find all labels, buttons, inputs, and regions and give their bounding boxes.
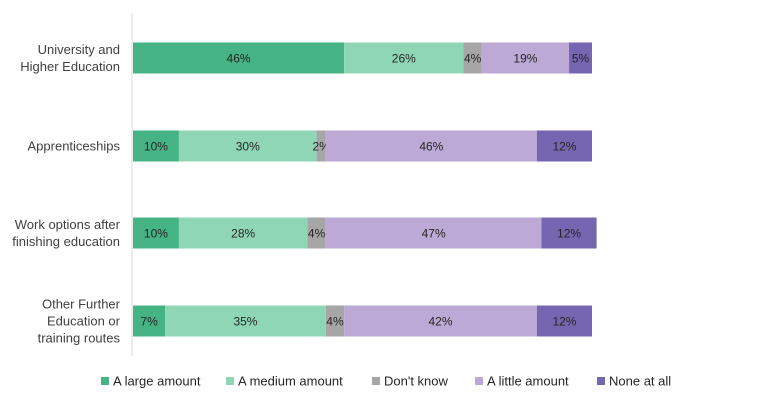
- bar-segment-a-medium-amount: [178, 130, 317, 162]
- legend-swatch-a-little-amount: [475, 377, 483, 385]
- bar-segment-a-large-amount: [133, 42, 345, 74]
- category-label-line: training routes: [38, 331, 121, 346]
- legend-swatch-none-at-all: [597, 377, 605, 385]
- data-label: 4%: [326, 315, 344, 329]
- category-label-line: Other Further: [42, 297, 121, 312]
- data-label: 12%: [552, 140, 576, 154]
- data-label: 35%: [233, 315, 257, 329]
- category-label-line: Work options after: [15, 217, 121, 232]
- bar-segment-none-at-all: [569, 42, 592, 74]
- legend-swatch-a-medium-amount: [226, 377, 234, 385]
- bar-segment-a-little-amount: [344, 305, 537, 337]
- data-label: 12%: [557, 227, 581, 241]
- category-labels: University and Higher Education Apprentice…: [12, 42, 120, 346]
- category-label: University and Higher Education: [20, 42, 120, 74]
- category-label: Work options after finishing education: [12, 217, 120, 249]
- data-label: 46%: [227, 52, 251, 66]
- legend-label-a-medium-amount: A medium amount: [238, 374, 343, 389]
- data-label: 4%: [308, 227, 326, 241]
- bar-segment-none-at-all: [536, 305, 592, 337]
- data-label: 10%: [144, 227, 168, 241]
- data-label: 7%: [140, 315, 158, 329]
- bar-segment-don-t-know: [325, 305, 345, 337]
- data-label: 10%: [144, 140, 168, 154]
- category-label-line: Apprenticeships: [28, 139, 121, 154]
- data-label: 28%: [231, 227, 255, 241]
- legend-label-a-large-amount: A large amount: [113, 374, 201, 389]
- data-label: 46%: [419, 140, 443, 154]
- bars: 46% 26% 4% 19% 5% 10% 30% 2% 46% 12% 10% 28% 4% 47% 12…: [133, 42, 597, 337]
- legend-label-a-little-amount: A little amount: [487, 374, 569, 389]
- category-label-line: Higher Education: [20, 59, 120, 74]
- legend-swatch-don-t-know: [372, 377, 380, 385]
- data-label: 5%: [572, 52, 590, 66]
- legend-swatch-a-large-amount: [101, 377, 109, 385]
- data-label: 47%: [422, 227, 446, 241]
- data-label: 2%: [313, 140, 331, 154]
- bar-segment-none-at-all: [541, 217, 597, 249]
- category-label-line: Education or: [47, 314, 121, 329]
- category-label-line: University and: [38, 42, 120, 57]
- bar-segment-don-t-know: [307, 217, 326, 249]
- legend-label-none-at-all: None at all: [609, 374, 671, 389]
- data-label: 4%: [464, 52, 482, 66]
- bar-segment-a-little-amount: [481, 42, 570, 74]
- category-label: Other Further Education or training routes: [38, 297, 121, 346]
- bar-segment-a-little-amount: [325, 217, 542, 249]
- bar-segment-don-t-know: [463, 42, 482, 74]
- bar-segment-a-large-amount: [133, 305, 166, 337]
- legend: A large amount A medium amount Don't know A…: [101, 374, 671, 389]
- bar-segment-none-at-all: [536, 130, 592, 162]
- legend-label-don-t-know: Don't know: [384, 374, 449, 389]
- data-label: 26%: [392, 52, 416, 66]
- bar-segment-don-t-know: [316, 130, 326, 162]
- bar-segment-a-medium-amount: [344, 42, 464, 74]
- category-label: Apprenticeships: [28, 139, 121, 154]
- bar-segment-a-medium-amount: [165, 305, 326, 337]
- bar-segment-a-large-amount: [133, 217, 179, 249]
- bar-segment-a-medium-amount: [178, 217, 308, 249]
- data-label: 19%: [513, 52, 537, 66]
- bar-segment-a-little-amount: [325, 130, 537, 162]
- data-label: 12%: [552, 315, 576, 329]
- data-label: 42%: [429, 315, 453, 329]
- bar-segment-a-large-amount: [133, 130, 179, 162]
- data-label: 30%: [236, 140, 260, 154]
- category-label-line: finishing education: [12, 234, 120, 249]
